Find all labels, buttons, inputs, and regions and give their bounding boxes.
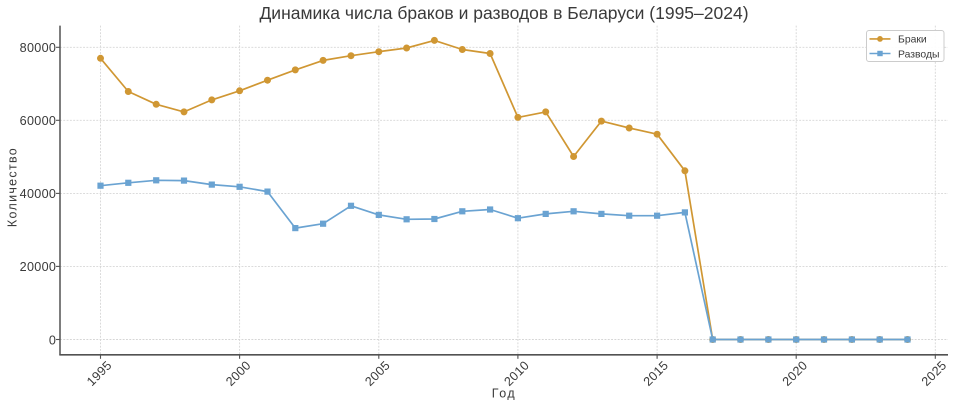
svg-text:Браки: Браки	[898, 35, 927, 46]
svg-text:20000: 20000	[20, 260, 57, 274]
svg-text:0: 0	[49, 333, 56, 347]
svg-text:80000: 80000	[20, 41, 57, 55]
svg-text:40000: 40000	[20, 187, 57, 201]
svg-text:Год: Год	[492, 387, 516, 401]
svg-text:Динамика числа браков и развод: Динамика числа браков и разводов в Белар…	[259, 3, 748, 23]
svg-text:Количество: Количество	[5, 147, 19, 227]
svg-text:Разводы: Разводы	[898, 49, 940, 60]
svg-text:60000: 60000	[20, 114, 57, 128]
